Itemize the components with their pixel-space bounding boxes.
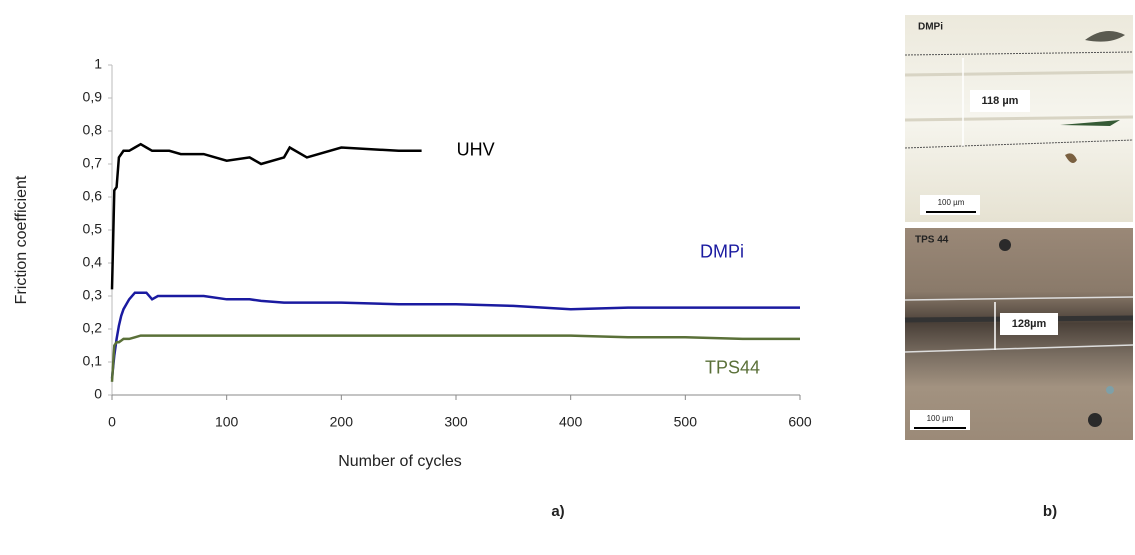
y-tick-label: 0,3	[83, 287, 103, 303]
y-tick-label: 1	[94, 56, 102, 72]
series-line	[110, 291, 800, 379]
image-label: DMPi	[918, 22, 943, 33]
y-axis-title: Friction coefficient	[13, 175, 30, 304]
scale-label: 100 µm	[938, 198, 965, 207]
y-tick-label: 0,4	[83, 254, 103, 270]
y-tick-label: 0,6	[83, 188, 103, 204]
y-tick-label: 0,7	[83, 155, 103, 171]
measurement: 128µm	[1012, 318, 1047, 330]
series-label: DMPi	[700, 241, 744, 261]
x-axis-title: Number of cycles	[338, 453, 462, 470]
x-tick-label: 600	[788, 414, 812, 430]
series-label: TPS44	[705, 358, 760, 378]
y-tick-label: 0,2	[83, 320, 103, 336]
caption: b)	[1043, 503, 1057, 520]
x-tick-label: 500	[674, 414, 698, 430]
caption: a)	[551, 503, 564, 520]
micrograph: TPS 44 128µm 100 µm	[904, 228, 1134, 440]
image-label: TPS 44	[915, 235, 949, 246]
y-tick-label: 0,8	[83, 122, 103, 138]
series-label: UHV	[457, 140, 495, 160]
x-tick-label: 400	[559, 414, 583, 430]
y-tick-label: 0,5	[83, 221, 103, 237]
series-line	[110, 142, 422, 290]
measurement: 118 µm	[982, 95, 1019, 107]
y-tick-label: 0,1	[83, 353, 103, 369]
scale-label: 100 µm	[927, 414, 954, 423]
series-line	[110, 334, 800, 382]
micrograph: DMPi 118 µm 100 µm	[904, 15, 1134, 222]
y-tick-label: 0	[94, 386, 102, 402]
x-tick-label: 0	[108, 414, 116, 430]
y-tick-label: 0,9	[83, 89, 103, 105]
x-tick-label: 300	[444, 414, 468, 430]
x-tick-label: 100	[215, 414, 239, 430]
x-tick-label: 200	[330, 414, 354, 430]
